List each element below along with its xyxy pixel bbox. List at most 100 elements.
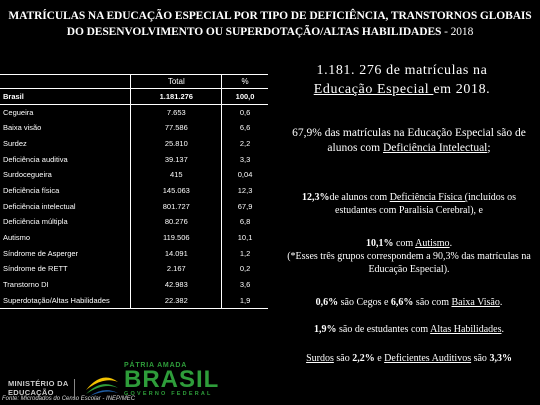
row-pct: 2,2 bbox=[239, 138, 251, 148]
row-total: 119.506 bbox=[130, 229, 223, 246]
table-row: Deficiência múltipla 80.276 6,8 bbox=[0, 214, 268, 230]
row-pct: 3,6 bbox=[239, 280, 251, 290]
p6-pct: 1,9% bbox=[314, 324, 337, 335]
row-total: 7.653 bbox=[130, 104, 223, 120]
row-name: Deficiência auditiva bbox=[3, 154, 68, 164]
row-name: Deficiência múltipla bbox=[3, 217, 68, 227]
p6-link[interactable]: Altas Habilidades bbox=[430, 324, 502, 335]
row-name: Baixa visão bbox=[3, 123, 42, 133]
p5-pct-low-vision: 6,6% bbox=[390, 297, 414, 308]
table-row: Deficiência física 145.063 12,3 bbox=[0, 182, 268, 199]
row-pct: 3,3 bbox=[239, 154, 251, 164]
row-name: Síndrome de Asperger bbox=[3, 248, 79, 258]
row-name: Surdocegueira bbox=[3, 170, 52, 180]
page-title-main: MATRÍCULAS NA EDUCAÇÃO ESPECIAL POR TIPO… bbox=[8, 10, 532, 38]
table-header-total: Total bbox=[130, 74, 223, 89]
p7-link-deaf[interactable]: Surdos bbox=[306, 353, 334, 364]
p4-text-end: . bbox=[449, 238, 453, 249]
p7-text1: são bbox=[333, 353, 353, 364]
row-total: 145.063 bbox=[130, 182, 223, 199]
table-row: Síndrome de Asperger 14.091 1,2 bbox=[0, 245, 268, 262]
p5-text3: . bbox=[499, 297, 503, 308]
p5-link[interactable]: Baixa Visão bbox=[451, 297, 500, 308]
row-pct: 0,04 bbox=[237, 170, 253, 180]
ministry-logo-line2: EDUCAÇÃO bbox=[8, 388, 54, 397]
table-row: Deficiência auditiva 39.137 3,3 bbox=[0, 151, 268, 167]
row-total: 25.810 bbox=[130, 135, 223, 152]
table-row: Transtorno DI 42.983 3,6 bbox=[0, 276, 268, 293]
p7-text2: e bbox=[374, 353, 385, 364]
highlight1-text: 1.181. 276 de matrículas na bbox=[316, 63, 488, 78]
logo-divider bbox=[74, 379, 75, 399]
physical-disability-paragraph: 12,3%de alunos com Deficiência Física (i… bbox=[280, 191, 538, 217]
brasil-logo: PÁTRIA AMADA BRASIL GOVERNO FEDERAL bbox=[124, 362, 219, 397]
highlight1-text-end: em 2018. bbox=[433, 82, 491, 97]
row-name: Transtorno DI bbox=[3, 280, 49, 290]
row-pct: 1,9 bbox=[221, 292, 268, 309]
p3-text-end: incluídos os estudantes com Paralisia Ce… bbox=[335, 192, 517, 216]
row-name: Autismo bbox=[3, 233, 31, 243]
brasil-logo-governo: GOVERNO FEDERAL bbox=[124, 391, 213, 397]
p3-text: de alunos com bbox=[329, 192, 390, 203]
highlight2-text: 67,9% das matrículas na Educação Especia… bbox=[292, 127, 526, 154]
row-total: 22.382 bbox=[130, 292, 223, 309]
row-name: Cegueira bbox=[3, 107, 34, 117]
row-name: Síndrome de RETT bbox=[3, 264, 68, 274]
p7-text3: são bbox=[471, 353, 490, 364]
row-total: 801.727 bbox=[130, 198, 223, 214]
table-row: Deficiência intelectual 801.727 67,9 bbox=[0, 198, 268, 214]
row-pct: 100,0 bbox=[221, 88, 268, 105]
highlight2-link[interactable]: Deficiência Intelectual bbox=[382, 142, 488, 154]
row-total: 415 bbox=[130, 166, 223, 183]
brasil-logo-brasil: BRASIL bbox=[124, 366, 220, 393]
brasil-logo-patria: PÁTRIA AMADA bbox=[124, 362, 188, 369]
table-header-row: Total % bbox=[0, 74, 268, 89]
p5-text1: são Cegos e bbox=[338, 297, 391, 308]
intellectual-disability-highlight: 67,9% das matrículas na Educação Especia… bbox=[284, 126, 534, 156]
row-name: Deficiência física bbox=[3, 185, 60, 195]
row-total: 1.181.276 bbox=[130, 88, 223, 105]
p3-link[interactable]: Deficiência Física ( bbox=[389, 192, 468, 203]
p5-text2: são com bbox=[413, 297, 452, 308]
p4-pct: 10,1% bbox=[365, 238, 394, 249]
row-pct: 67,9 bbox=[237, 201, 253, 211]
hearing-paragraph: Surdos são 2,2% e Deficientes Auditivos … bbox=[282, 352, 536, 365]
enrollment-table-panel: Total % Brasil 1.181.276 100,0 Cegueira 7.65… bbox=[0, 74, 272, 402]
visual-paragraph: 0,6% são Cegos e 6,6% são com Baixa Visã… bbox=[282, 296, 536, 309]
highlight1-link[interactable]: Educação Especial bbox=[313, 82, 434, 97]
p6-text1: são de estudantes com bbox=[336, 324, 431, 335]
row-pct: 10,1 bbox=[237, 233, 253, 243]
row-pct: 0,6 bbox=[239, 107, 251, 117]
enrollment-table: Total % Brasil 1.181.276 100,0 Cegueira 7.65… bbox=[0, 74, 268, 309]
page-title-year: - 2018 bbox=[441, 26, 474, 38]
table-row: Superdotação/Altas Habilidades 22.382 1,9 bbox=[0, 292, 268, 309]
table-row: Surdocegueira 415 0,04 bbox=[0, 166, 268, 183]
table-row: Baixa visão 77.586 6,6 bbox=[0, 119, 268, 136]
p7-pct-deaf: 2,2% bbox=[352, 353, 375, 364]
p6-text2: . bbox=[501, 324, 504, 335]
table-header-pct: % bbox=[221, 74, 268, 89]
row-total: 14.091 bbox=[130, 245, 223, 262]
total-enrollment-highlight: 1.181. 276 de matrículas na Educação Esp… bbox=[292, 61, 512, 99]
row-pct: 6,8 bbox=[239, 217, 251, 227]
table-row: Síndrome de RETT 2.167 0,2 bbox=[0, 261, 268, 277]
table-header-name bbox=[0, 74, 131, 89]
autism-paragraph: 10,1% com Autismo. (*Esses três grupos c… bbox=[285, 237, 533, 276]
table-source: Fonte: Microdados do Censo Escolar - INE… bbox=[2, 396, 136, 402]
row-pct: 12,3 bbox=[237, 185, 253, 195]
table-row: Autismo 119.506 10,1 bbox=[0, 229, 268, 246]
page-title: MATRÍCULAS NA EDUCAÇÃO ESPECIAL POR TIPO… bbox=[0, 8, 540, 40]
p7-link-hearing[interactable]: Deficientes Auditivos bbox=[384, 353, 472, 364]
row-name: Surdez bbox=[3, 138, 27, 148]
p3-pct: 12,3% bbox=[301, 192, 330, 203]
p4-note: (*Esses três grupos correspondem a 90,3%… bbox=[287, 251, 531, 275]
p7-pct-hearing: 3,3% bbox=[489, 353, 512, 364]
row-pct: 1,2 bbox=[239, 248, 251, 258]
table-row: Surdez 25.810 2,2 bbox=[0, 135, 268, 152]
row-total: 2.167 bbox=[130, 261, 223, 277]
table-row: Brasil 1.181.276 100,0 bbox=[0, 88, 268, 105]
p4-link[interactable]: Autismo bbox=[415, 238, 450, 249]
row-name: Superdotação/Altas Habilidades bbox=[0, 292, 131, 309]
row-name: Deficiência intelectual bbox=[3, 201, 76, 211]
row-total: 42.983 bbox=[130, 276, 223, 293]
